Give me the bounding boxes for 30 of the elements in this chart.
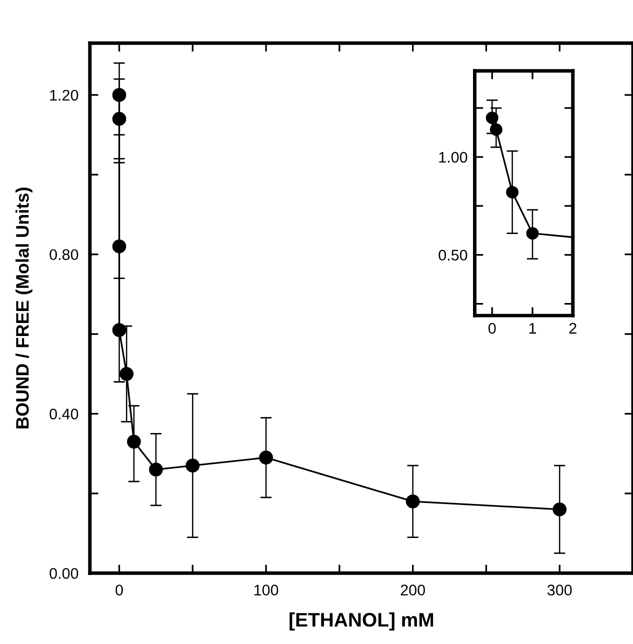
point [552, 502, 567, 516]
point [112, 323, 126, 338]
point [112, 239, 126, 254]
point [490, 123, 502, 136]
y-tick-label: 1.20 [50, 90, 78, 101]
point [120, 366, 134, 381]
point [112, 112, 126, 126]
x-tick-label: 0 [488, 322, 496, 334]
x-axis-title: [ETHANOL] mM [290, 612, 434, 631]
point [406, 494, 420, 508]
x-tick-label: 0 [116, 584, 123, 596]
y-tick-label: 0.00 [50, 568, 78, 579]
x-tick-label: 2 [569, 322, 576, 334]
y-tick-label: 0.50 [438, 250, 468, 261]
point [506, 186, 519, 198]
y-tick-label: 0.80 [50, 249, 78, 260]
point [148, 462, 163, 476]
x-tick-label: 100 [254, 584, 278, 596]
y-tick-label: 1.00 [439, 152, 468, 163]
point [259, 450, 273, 465]
point [186, 458, 200, 473]
point [526, 227, 539, 240]
point [126, 434, 141, 449]
y-tick-label: 0.40 [50, 408, 78, 420]
x-tick-label: 300 [547, 584, 572, 596]
x-tick-label: 200 [400, 584, 425, 596]
point [112, 88, 126, 102]
y-axis-title: BOUND / FREE (Molal Units) [16, 188, 32, 428]
x-tick-label: 1 [529, 323, 536, 334]
point [486, 112, 498, 124]
